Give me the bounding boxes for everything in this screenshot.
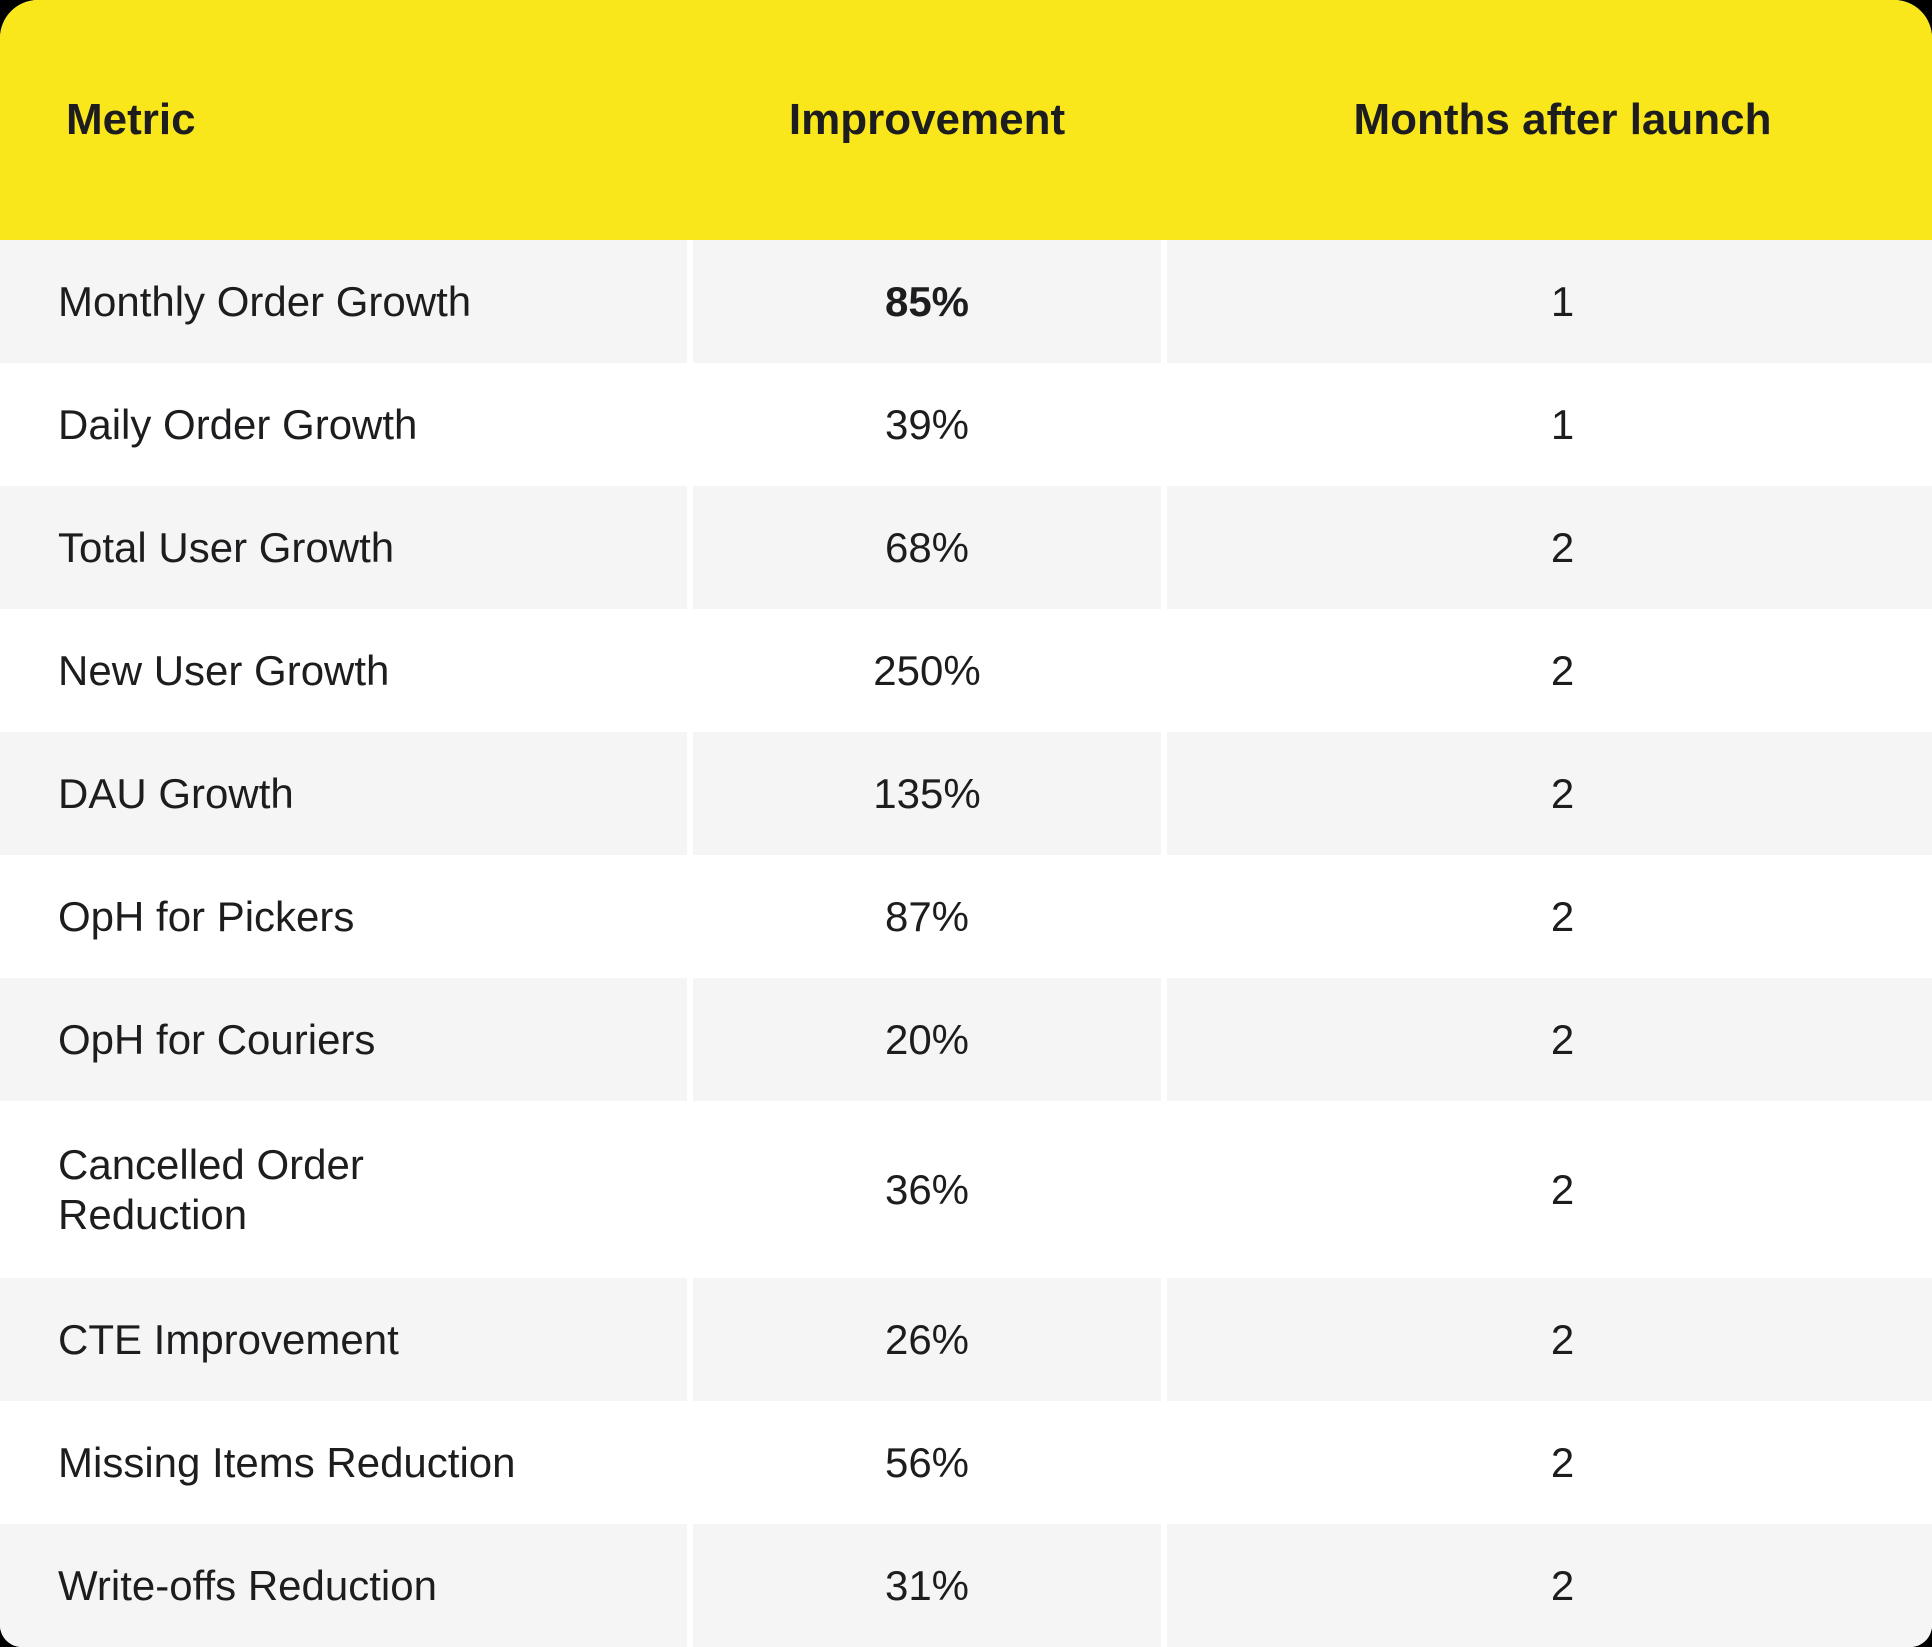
metric-cell: CTE Improvement — [0, 1278, 687, 1401]
improvement-cell: 56% — [693, 1401, 1161, 1524]
months-cell: 2 — [1167, 486, 1932, 609]
metric-cell: Monthly Order Growth — [0, 240, 687, 363]
improvement-cell: 250% — [693, 609, 1161, 732]
metric-label: OpH for Couriers — [58, 1015, 376, 1063]
metric-label: Monthly Order Growth — [58, 277, 472, 325]
improvement-value: 56% — [884, 1438, 970, 1486]
metric-cell: OpH for Couriers — [0, 978, 687, 1101]
table-row: Daily Order Growth 39% 1 — [0, 363, 1932, 486]
table-row: Total User Growth 68% 2 — [0, 486, 1932, 609]
months-cell: 2 — [1167, 1278, 1932, 1401]
metric-cell: Daily Order Growth — [0, 363, 687, 486]
months-value: 2 — [1550, 1438, 1575, 1486]
improvement-cell: 68% — [693, 486, 1161, 609]
table-row: OpH for Pickers 87% 2 — [0, 855, 1932, 978]
metric-cell: DAU Growth — [0, 732, 687, 855]
months-cell: 1 — [1167, 363, 1932, 486]
months-cell: 2 — [1167, 732, 1932, 855]
improvement-cell: 20% — [693, 978, 1161, 1101]
improvement-cell: 36% — [693, 1101, 1161, 1278]
metric-cell: Missing Items Reduction — [0, 1401, 687, 1524]
improvement-value: 26% — [884, 1315, 970, 1363]
table-body: Monthly Order Growth 85% 1 Daily Order G… — [0, 240, 1932, 1647]
metric-label: Missing Items Reduction — [58, 1438, 516, 1486]
months-cell: 2 — [1167, 1524, 1932, 1647]
metric-cell: Cancelled Order Reduction — [0, 1101, 687, 1278]
table-row: CTE Improvement 26% 2 — [0, 1278, 1932, 1401]
months-cell: 2 — [1167, 1101, 1932, 1278]
metric-label: Write-offs Reduction — [58, 1561, 437, 1609]
metric-label: Cancelled Order Reduction — [58, 1140, 364, 1238]
improvement-value: 250% — [873, 646, 981, 694]
improvement-cell: 87% — [693, 855, 1161, 978]
metric-label: Daily Order Growth — [58, 400, 418, 448]
metric-label: DAU Growth — [58, 769, 294, 817]
months-value: 1 — [1550, 277, 1575, 325]
months-value: 2 — [1550, 1165, 1575, 1213]
metric-cell: New User Growth — [0, 609, 687, 732]
metric-cell: OpH for Pickers — [0, 855, 687, 978]
months-value: 1 — [1550, 400, 1575, 448]
improvement-cell: 135% — [693, 732, 1161, 855]
months-cell: 2 — [1167, 855, 1932, 978]
table-row: Write-offs Reduction 31% 2 — [0, 1524, 1932, 1647]
metric-cell: Write-offs Reduction — [0, 1524, 687, 1647]
column-header-months-after-launch: Months after launch — [1353, 94, 1772, 144]
months-value: 2 — [1550, 892, 1575, 940]
months-value: 2 — [1550, 1315, 1575, 1363]
months-cell: 2 — [1167, 978, 1932, 1101]
months-value: 2 — [1550, 1561, 1575, 1609]
months-cell: 2 — [1167, 1401, 1932, 1524]
metric-cell: Total User Growth — [0, 486, 687, 609]
metric-label: New User Growth — [58, 646, 390, 694]
improvement-value: 39% — [884, 400, 970, 448]
improvement-value: 36% — [884, 1165, 970, 1213]
months-cell: 1 — [1167, 240, 1932, 363]
metric-label: Total User Growth — [58, 523, 395, 571]
table-row: Cancelled Order Reduction 36% 2 — [0, 1101, 1932, 1278]
improvement-value: 68% — [884, 523, 970, 571]
months-value: 2 — [1550, 769, 1575, 817]
improvement-value: 135% — [873, 769, 981, 817]
metric-label: CTE Improvement — [58, 1315, 399, 1363]
improvement-cell: 31% — [693, 1524, 1161, 1647]
column-header-metric: Metric — [66, 94, 196, 144]
improvement-value: 31% — [884, 1561, 970, 1609]
improvement-cell: 85% — [693, 240, 1161, 363]
improvement-value: 20% — [884, 1015, 970, 1063]
table-row: Missing Items Reduction 56% 2 — [0, 1401, 1932, 1524]
metric-label: OpH for Pickers — [58, 892, 355, 940]
months-value: 2 — [1550, 523, 1575, 571]
table-row: New User Growth 250% 2 — [0, 609, 1932, 732]
months-cell: 2 — [1167, 609, 1932, 732]
table-row: OpH for Couriers 20% 2 — [0, 978, 1932, 1101]
improvement-value: 87% — [884, 892, 970, 940]
column-header-improvement: Improvement — [788, 94, 1066, 144]
table-row: DAU Growth 135% 2 — [0, 732, 1932, 855]
months-value: 2 — [1550, 1015, 1575, 1063]
improvement-cell: 26% — [693, 1278, 1161, 1401]
improvement-value: 85% — [884, 277, 970, 325]
table-header-row: Metric Improvement Months after launch — [0, 0, 1932, 240]
months-value: 2 — [1550, 646, 1575, 694]
table-row: Monthly Order Growth 85% 1 — [0, 240, 1932, 363]
improvement-cell: 39% — [693, 363, 1161, 486]
